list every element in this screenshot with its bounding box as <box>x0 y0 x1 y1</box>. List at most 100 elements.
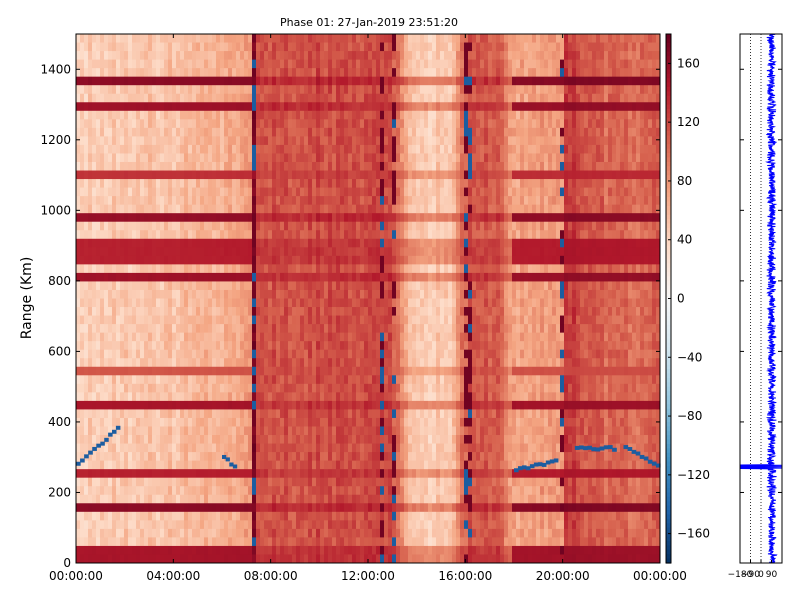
heatmap-cell <box>248 153 253 163</box>
heatmap-cell <box>380 204 385 214</box>
heatmap-cell <box>124 503 129 513</box>
heatmap-cell <box>276 153 281 163</box>
heatmap-cell <box>284 520 289 530</box>
heatmap-cell <box>144 341 149 351</box>
heatmap-cell <box>100 537 105 547</box>
heatmap-cell <box>380 324 385 334</box>
heatmap-cell <box>276 59 281 69</box>
heatmap-cell <box>152 102 157 112</box>
heatmap-cell <box>100 272 105 282</box>
heatmap-cell <box>244 332 249 342</box>
heatmap-cell <box>320 477 325 487</box>
heatmap-cell <box>200 255 205 265</box>
heatmap-cell <box>344 469 349 479</box>
heatmap-cell <box>180 545 185 555</box>
heatmap-cell <box>224 477 229 487</box>
heatmap-cell <box>80 144 85 154</box>
heatmap-cell <box>152 93 157 103</box>
heatmap-cell <box>76 51 81 61</box>
heatmap-cell <box>88 161 93 172</box>
heatmap-cell <box>376 435 381 445</box>
heatmap-cell <box>312 144 317 154</box>
heatmap-cell <box>352 486 357 496</box>
heatmap-cell <box>280 452 285 462</box>
heatmap-cell <box>292 144 297 154</box>
heatmap-cell <box>324 127 329 137</box>
heatmap-cell <box>324 332 329 342</box>
heatmap-cell <box>188 144 193 154</box>
heatmap-cell <box>112 51 117 61</box>
heatmap-cell <box>204 144 209 154</box>
heatmap-cell <box>116 520 121 530</box>
heatmap-cell <box>100 34 105 44</box>
heatmap-cell <box>288 119 293 129</box>
heatmap-cell <box>304 34 309 44</box>
heatmap-cell <box>352 452 357 462</box>
heatmap-cell <box>172 230 177 240</box>
heatmap-cell <box>228 187 233 197</box>
heatmap-cell <box>240 358 245 368</box>
heatmap-cell <box>320 213 325 223</box>
heatmap-cell <box>296 477 301 487</box>
heatmap-cell <box>368 153 373 163</box>
heatmap-cell <box>92 452 97 462</box>
heatmap-cell <box>184 443 189 453</box>
heatmap-cell <box>292 136 297 146</box>
heatmap-cell <box>372 545 377 555</box>
heatmap-cell <box>280 264 285 274</box>
heatmap-cell <box>376 247 381 257</box>
heatmap-cell <box>180 307 185 317</box>
heatmap-cell <box>340 289 345 299</box>
heatmap-cell <box>204 417 209 427</box>
heatmap-cell <box>196 179 201 189</box>
heatmap-cell <box>192 486 197 496</box>
heatmap-cell <box>348 537 353 547</box>
heatmap-cell <box>352 315 357 325</box>
heatmap-cell <box>308 255 313 265</box>
heatmap-cell <box>160 161 165 172</box>
heatmap-cell <box>108 417 113 427</box>
heatmap-cell <box>108 486 113 496</box>
heatmap-cell <box>232 144 237 154</box>
heatmap-cell <box>188 494 193 504</box>
heatmap-cell <box>144 85 149 95</box>
heatmap-cell <box>288 264 293 274</box>
heatmap-cell <box>204 281 209 291</box>
heatmap-cell <box>280 221 285 231</box>
heatmap-cell <box>176 136 181 146</box>
heatmap-cell <box>144 42 149 52</box>
heatmap-cell <box>144 179 149 189</box>
heatmap-cell <box>196 34 201 44</box>
heatmap-cell <box>168 255 173 265</box>
heatmap-cell <box>276 469 281 479</box>
heatmap-cell <box>208 264 213 274</box>
heatmap-cell <box>208 93 213 103</box>
heatmap-cell <box>312 51 317 61</box>
heatmap-cell <box>256 392 261 402</box>
heatmap-cell <box>200 460 205 470</box>
heatmap-cell <box>264 417 269 427</box>
heatmap-cell <box>204 204 209 214</box>
heatmap-cell <box>260 358 265 368</box>
heatmap-cell <box>104 204 109 214</box>
heatmap-cell <box>368 324 373 334</box>
heatmap-cell <box>76 102 81 112</box>
heatmap-cell <box>356 85 361 95</box>
heatmap-cell <box>248 375 253 385</box>
heatmap-cell <box>188 213 193 223</box>
heatmap-cell <box>344 161 349 172</box>
heatmap-cell <box>220 230 225 240</box>
heatmap-cell <box>116 400 121 410</box>
heatmap-cell <box>112 221 117 231</box>
heatmap-cell <box>92 494 97 504</box>
heatmap-cell <box>272 272 277 282</box>
heatmap-cell <box>192 213 197 223</box>
heatmap-cell <box>192 93 197 103</box>
heatmap-cell <box>108 332 113 342</box>
heatmap-cell <box>360 366 365 376</box>
heatmap-cell <box>120 443 125 453</box>
heatmap-cell <box>336 477 341 487</box>
heatmap-cell <box>380 110 385 120</box>
heatmap-cell <box>232 375 237 385</box>
heatmap-cell <box>236 452 241 462</box>
